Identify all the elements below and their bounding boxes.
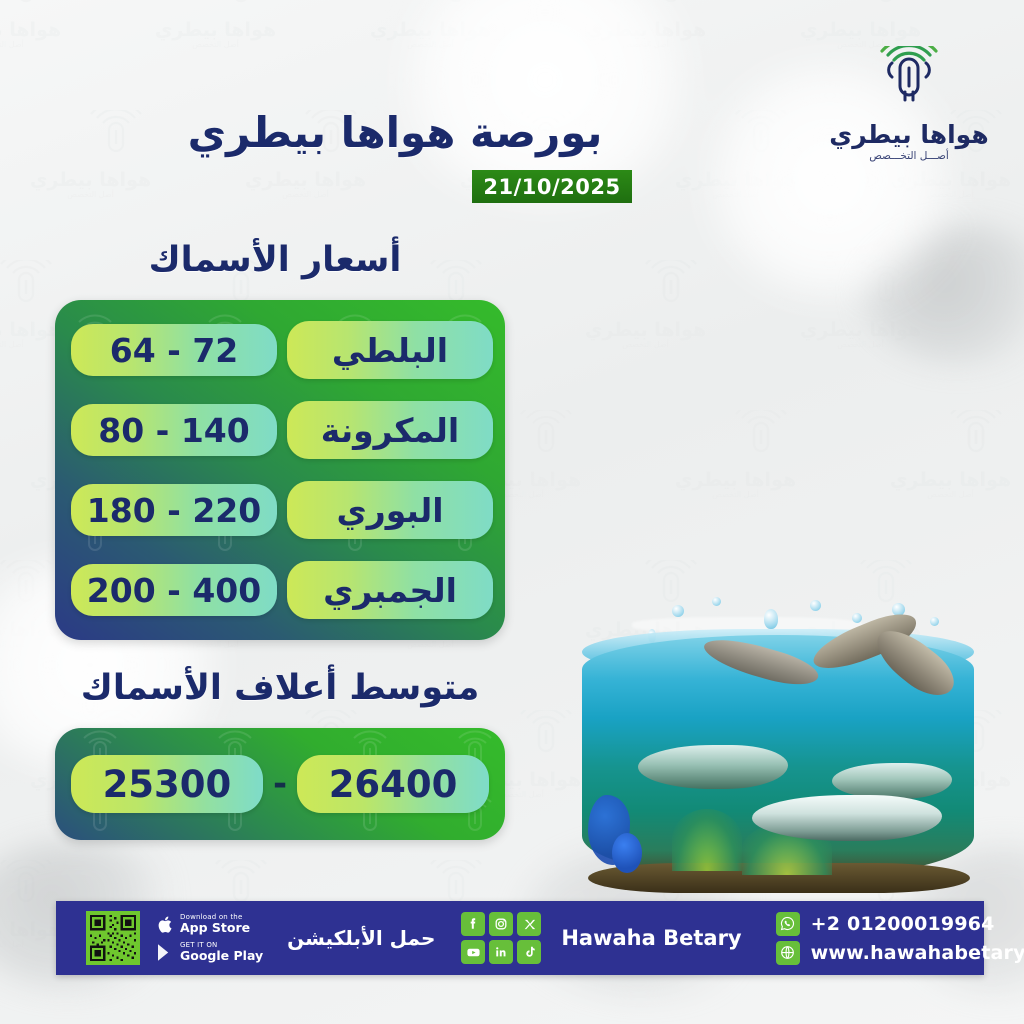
fish-prices-title: أسعار الأسماك	[148, 240, 402, 280]
feed-price-high: 26400	[297, 755, 490, 813]
google-play-icon	[154, 941, 174, 963]
tiktok-icon[interactable]	[517, 940, 542, 964]
table-row: البوري 180 - 220	[67, 479, 493, 541]
facebook-icon[interactable]	[461, 912, 486, 936]
google-play-line1: GET IT ON	[180, 940, 218, 949]
youtube-icon[interactable]	[461, 940, 486, 964]
website-url: www.hawahabetary.com	[810, 941, 1024, 964]
app-store-line1: Download on the	[180, 912, 243, 921]
globe-icon	[775, 940, 800, 965]
table-row: الجمبري 200 - 400	[67, 559, 493, 621]
fish-name: البوري	[287, 481, 493, 539]
fish-name: البلطي	[287, 321, 493, 379]
table-row: البلطي 64 - 72	[67, 319, 493, 381]
feed-values: 26400 - 25300	[55, 728, 505, 840]
contact-info: +2 01200019964 www.hawahabetary.com	[775, 911, 1024, 965]
google-play-button[interactable]: GET IT ON Google Play	[154, 941, 263, 963]
social-links	[461, 912, 542, 964]
fish-price: 64 - 72	[71, 324, 277, 376]
phone-number: +2 01200019964	[810, 912, 995, 935]
fish-price: 200 - 400	[71, 564, 277, 616]
cloud-decor	[380, 0, 710, 200]
instagram-icon[interactable]	[489, 912, 514, 936]
table-row: المكرونة 80 - 140	[67, 399, 493, 461]
brand-name-latin: Hawaha Betary	[561, 926, 742, 950]
logo-tagline: أصـــل التخـــصص	[869, 150, 949, 162]
fish-price-rows: البلطي 64 - 72 المكرونة 80 - 140 البوري …	[55, 300, 505, 640]
app-store-button[interactable]: Download on the App Store	[154, 913, 263, 935]
footer-bar: Download on the App Store GET IT ON Goog…	[56, 901, 1024, 975]
feed-separator: -	[272, 764, 288, 804]
date-badge: 21/10/2025	[472, 170, 632, 203]
website-row[interactable]: www.hawahabetary.com	[775, 940, 1024, 965]
feed-price-low: 25300	[70, 755, 263, 813]
qr-code[interactable]	[86, 911, 140, 965]
phone-row[interactable]: +2 01200019964	[775, 911, 1024, 936]
x-icon[interactable]	[517, 912, 542, 936]
linkedin-icon[interactable]	[489, 940, 514, 964]
download-app-label: حمل الأبلكيشن	[287, 926, 436, 950]
fish-tank-photo	[552, 595, 1004, 905]
cloud-decor	[700, 60, 960, 300]
app-store-badges: Download on the App Store GET IT ON Goog…	[154, 913, 263, 963]
feed-prices-title: متوسط أعلاف الأسماك	[80, 668, 480, 708]
logo-wordmark: هواها بيطري	[829, 120, 989, 149]
apple-icon	[154, 913, 174, 935]
fish-prices-card: البلطي 64 - 72 المكرونة 80 - 140 البوري …	[55, 300, 505, 640]
fish-name: المكرونة	[287, 401, 493, 459]
fish-price: 180 - 220	[71, 484, 277, 536]
fish-name: الجمبري	[287, 561, 493, 619]
app-store-line2: App Store	[180, 920, 251, 936]
feed-prices-card: 26400 - 25300	[55, 728, 505, 840]
fish-price: 80 - 140	[71, 404, 277, 456]
fingerprint-signal-icon	[816, 44, 1002, 120]
page-title: بورصة هواها بيطري	[187, 108, 603, 157]
brand-logo: هواها بيطري أصـــل التخـــصص	[816, 44, 1002, 172]
google-play-line2: Google Play	[180, 948, 264, 964]
whatsapp-icon	[775, 911, 800, 936]
